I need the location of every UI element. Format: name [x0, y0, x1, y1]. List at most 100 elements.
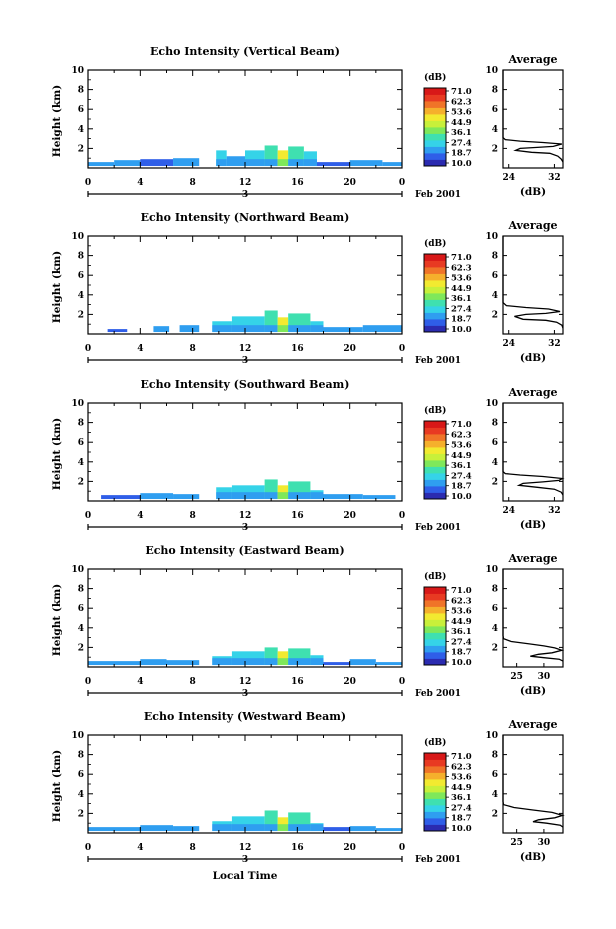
echo-cell [362, 495, 396, 500]
profile-x-tick-label: 24 [502, 506, 515, 516]
echo-cell-core [231, 658, 265, 666]
profile-x-tick-label: 30 [538, 672, 551, 682]
colorbar-tick-label: 36.1 [451, 793, 472, 803]
x-tick-label: 8 [190, 344, 196, 354]
colorbar-swatch [424, 772, 446, 780]
profile-frame [502, 69, 564, 169]
profile-y-tick-label: 10 [485, 399, 498, 409]
y-tick-label: 8 [78, 751, 84, 761]
echo-cell [375, 662, 402, 666]
colorbar-tick-label: 27.4 [451, 471, 472, 481]
profile-x-tick-label: 25 [510, 838, 523, 848]
x-tick-label: 20 [343, 178, 356, 188]
echo-cell-core [277, 658, 289, 666]
colorbar-swatch [424, 460, 446, 467]
profile-x-tick-label: 24 [502, 173, 515, 183]
echo-cell [349, 160, 383, 167]
colorbar-tick-label: 62.3 [451, 596, 472, 606]
y-tick-label: 8 [78, 252, 84, 262]
colorbar-swatch [424, 286, 446, 294]
colorbar-tick-label: 27.4 [451, 803, 472, 813]
colorbar-swatch [424, 107, 446, 115]
colorbar-swatch [424, 447, 446, 454]
echo-cell-core [212, 325, 232, 333]
echo-cell [179, 325, 200, 333]
x-tick-label: 4 [137, 843, 143, 853]
profile-y-tick-label: 6 [492, 105, 498, 115]
date-day-label: 3 [242, 689, 248, 699]
colorbar-swatch [424, 587, 446, 594]
x-tick-label: 8 [190, 178, 196, 188]
colorbar-swatch [424, 626, 446, 633]
profile-frame [502, 402, 564, 502]
beam-panel-4: Echo Intensity (Westward Beam) 10 8 6 4 2 Heig… [51, 710, 565, 865]
echo-cell-core [310, 658, 324, 666]
colorbar-tick-label: 71.0 [451, 253, 472, 263]
echo-cell [173, 158, 200, 167]
colorbar-swatch [424, 440, 446, 448]
profile-y-tick-label: 4 [492, 790, 498, 800]
echo-cell [382, 162, 402, 167]
profile-y-tick-label: 8 [492, 751, 498, 761]
colorbar-swatch [424, 619, 446, 627]
date-day-label: 3 [242, 356, 248, 366]
profile-y-tick-label: 2 [492, 310, 498, 320]
profile-y-tick-label: 6 [492, 770, 498, 780]
y-tick-label: 4 [78, 125, 84, 135]
colorbar-tick-label: 27.4 [451, 138, 472, 148]
colorbar-swatch [424, 146, 446, 154]
y-tick-label: 8 [78, 86, 84, 96]
profile-x-tick-label: 30 [538, 838, 551, 848]
y-tick-label: 6 [78, 271, 84, 281]
colorbar-swatch [424, 312, 446, 320]
x-tick-label: 0 [85, 511, 91, 521]
profile-title: Average [507, 219, 557, 232]
colorbar-swatch [424, 805, 446, 812]
colorbar-swatch [424, 632, 446, 640]
x-tick-label: 0 [399, 344, 405, 354]
colorbar-swatch [424, 759, 446, 767]
colorbar-swatch [424, 120, 446, 128]
profile-line [502, 735, 565, 828]
x-tick-label: 4 [137, 677, 143, 687]
x-tick-label: 16 [291, 178, 304, 188]
echo-cell-core [231, 824, 265, 832]
colorbar-tick-label: 71.0 [451, 586, 472, 596]
colorbar-frame [423, 752, 447, 832]
colorbar-swatch [424, 639, 446, 646]
echo-cell [140, 659, 167, 666]
echo-cell-core [288, 658, 311, 666]
colorbar-swatch [424, 798, 446, 806]
colorbar-tick-label: 62.3 [451, 430, 472, 440]
colorbar-tick-label: 44.9 [451, 783, 472, 793]
y-tick-label: 2 [78, 477, 84, 487]
colorbar-tick-label: 36.1 [451, 627, 472, 637]
colorbar-swatch [424, 473, 446, 480]
colorbar-swatch [424, 280, 446, 287]
colorbar-swatch [424, 766, 446, 773]
profile-y-tick-label: 10 [485, 731, 498, 741]
y-tick-label: 4 [78, 624, 84, 634]
profile-line [502, 569, 565, 662]
profile-y-tick-label: 8 [492, 86, 498, 96]
colorbar-swatch [424, 785, 446, 793]
echo-cell-core [303, 159, 317, 167]
panel-title: Echo Intensity (Vertical Beam) [150, 45, 340, 58]
x-tick-label: 0 [85, 677, 91, 687]
date-day-label: 3 [242, 523, 248, 533]
colorbar-swatch [424, 299, 446, 307]
echo-cell-core [231, 492, 265, 500]
date-day-label: 3 [242, 855, 248, 865]
x-tick-label: 0 [399, 511, 405, 521]
profile-y-tick-label: 10 [485, 232, 498, 242]
colorbar-swatch [424, 319, 446, 326]
echo-cell-core [216, 492, 232, 500]
colorbar-swatch [424, 306, 446, 313]
y-axis-label: Height (km) [51, 85, 63, 157]
y-tick-label: 10 [71, 399, 84, 409]
echo-cell [114, 160, 141, 167]
echo-cell [323, 662, 350, 666]
echo-cell [140, 159, 174, 167]
colorbar-tick-label: 62.3 [451, 762, 472, 772]
profile-y-tick-label: 2 [492, 643, 498, 653]
